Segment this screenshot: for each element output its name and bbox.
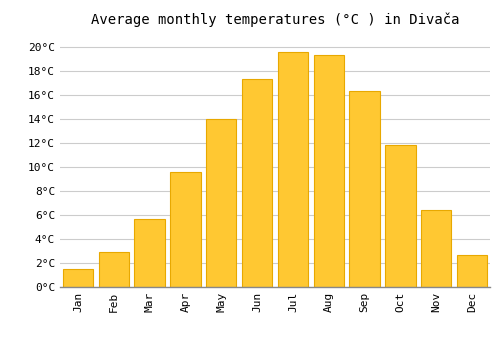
Bar xyxy=(350,91,380,287)
Bar xyxy=(421,210,452,287)
Bar xyxy=(134,219,165,287)
Bar xyxy=(170,172,200,287)
Title: Average monthly temperatures (°C ) in Divača: Average monthly temperatures (°C ) in Di… xyxy=(91,12,459,27)
Bar xyxy=(278,52,308,287)
Bar xyxy=(314,55,344,287)
Bar xyxy=(385,145,416,287)
Bar xyxy=(98,252,129,287)
Bar xyxy=(206,119,236,287)
Bar xyxy=(242,79,272,287)
Bar xyxy=(457,254,488,287)
Bar xyxy=(62,269,93,287)
